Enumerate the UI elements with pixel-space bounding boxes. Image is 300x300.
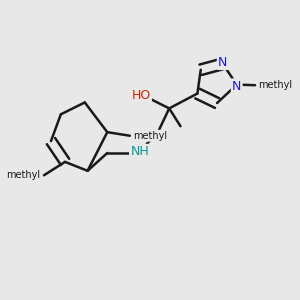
Text: methyl: methyl [133, 131, 167, 141]
Text: HO: HO [131, 88, 151, 101]
Text: N: N [218, 56, 227, 69]
Text: NH: NH [130, 145, 149, 158]
Text: N: N [232, 80, 242, 93]
Text: methyl: methyl [6, 170, 40, 180]
Text: methyl: methyl [259, 80, 292, 90]
